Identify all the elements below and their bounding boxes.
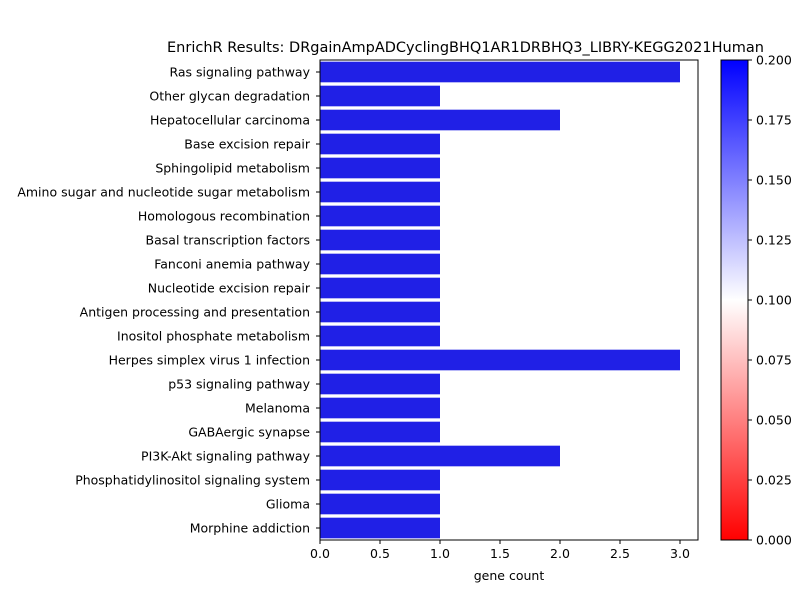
y-tick-label: Homologous recombination	[138, 209, 310, 224]
y-tick-label: Ras signaling pathway	[169, 65, 310, 80]
bar	[320, 493, 440, 515]
bar	[320, 229, 440, 251]
y-tick-label: Base excision repair	[184, 137, 311, 152]
x-tick-label: 0.5	[370, 546, 390, 561]
bar	[320, 109, 560, 131]
colorbar-tick-label: 0.175	[756, 113, 792, 128]
category-labels: Ras signaling pathway Other glycan degrad…	[17, 65, 320, 536]
colorbar-tick-label: 0.150	[756, 173, 792, 188]
bar	[320, 397, 440, 419]
x-tick-label: 3.0	[670, 546, 690, 561]
y-tick-label: Hepatocellular carcinoma	[150, 113, 310, 128]
x-tick-label: 2.0	[550, 546, 570, 561]
y-tick-label: Antigen processing and presentation	[80, 305, 310, 320]
bar	[320, 181, 440, 203]
bar	[320, 325, 440, 347]
colorbar-tick-label: 0.000	[756, 533, 792, 548]
x-tick-label: 1.5	[490, 546, 510, 561]
bar	[320, 157, 440, 179]
bar	[320, 517, 440, 539]
colorbar-tick-label: 0.125	[756, 233, 792, 248]
bar	[320, 61, 680, 83]
y-tick-label: Melanoma	[245, 401, 310, 416]
colorbar	[720, 59, 749, 541]
x-tick-label: 1.0	[430, 546, 450, 561]
plot-frame	[319, 59, 699, 541]
bar	[320, 133, 440, 155]
chart-title: EnrichR Results: DRgainAmpADCyclingBHQ1A…	[167, 40, 764, 56]
y-tick-label: Sphingolipid metabolism	[155, 161, 310, 176]
y-tick-label: Glioma	[266, 497, 310, 512]
colorbar-tick-label: 0.075	[756, 353, 792, 368]
bar	[320, 253, 440, 275]
colorbar-ticks: 0.000 0.025 0.050 0.075 0.100 0.125 0.150 0.175…	[748, 53, 792, 548]
bar	[320, 445, 560, 467]
x-axis-label: gene count	[474, 568, 545, 583]
y-tick-label: Phosphatidylinositol signaling system	[75, 473, 310, 488]
y-tick-label: Herpes simplex virus 1 infection	[109, 353, 310, 368]
colorbar-tick-label: 0.100	[756, 293, 792, 308]
colorbar-tick-label: 0.025	[756, 473, 792, 488]
y-tick-label: Basal transcription factors	[146, 233, 310, 248]
bar	[320, 349, 680, 371]
x-tick-label: 0.0	[310, 546, 330, 561]
y-tick-label: Other glycan degradation	[149, 89, 310, 104]
x-axis-ticks: 0.0 0.5 1.0 1.5 2.0 2.5 3.0	[310, 540, 690, 561]
bar	[320, 85, 440, 107]
bar	[320, 301, 440, 323]
y-tick-label: Morphine addiction	[190, 521, 310, 536]
y-tick-label: Nucleotide excision repair	[148, 281, 311, 296]
y-tick-label: Inositol phosphate metabolism	[117, 329, 310, 344]
y-tick-label: Fanconi anemia pathway	[154, 257, 310, 272]
y-tick-label: p53 signaling pathway	[168, 377, 310, 392]
bars-group	[320, 61, 680, 539]
y-tick-label: GABAergic synapse	[188, 425, 310, 440]
bar	[320, 421, 440, 443]
x-tick-label: 2.5	[610, 546, 630, 561]
colorbar-tick-label: 0.050	[756, 413, 792, 428]
y-tick-label: PI3K-Akt signaling pathway	[141, 449, 311, 464]
bar	[320, 469, 440, 491]
y-tick-label: Amino sugar and nucleotide sugar metabol…	[17, 185, 310, 200]
colorbar-tick-label: 0.200	[756, 53, 792, 68]
bar	[320, 277, 440, 299]
bar	[320, 373, 440, 395]
bar	[320, 205, 440, 227]
